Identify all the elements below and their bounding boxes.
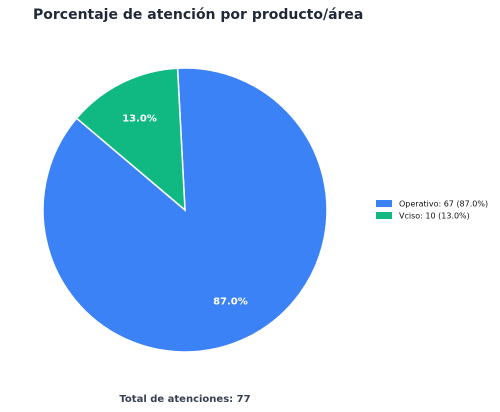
legend-label: Operativo: 67 (87.0%) — [399, 200, 488, 209]
legend-swatch — [376, 212, 392, 219]
legend-swatch — [376, 200, 392, 207]
footer: Total de atenciones: 77 — [119, 394, 250, 405]
chart-title: Porcentaje de atención por producto/área — [33, 7, 363, 23]
slice-label: 13.0% — [122, 113, 157, 124]
slice-label: 87.0% — [213, 297, 248, 308]
legend-label: Vciso: 10 (13.0%) — [399, 212, 470, 221]
pie-slice — [75, 67, 186, 212]
